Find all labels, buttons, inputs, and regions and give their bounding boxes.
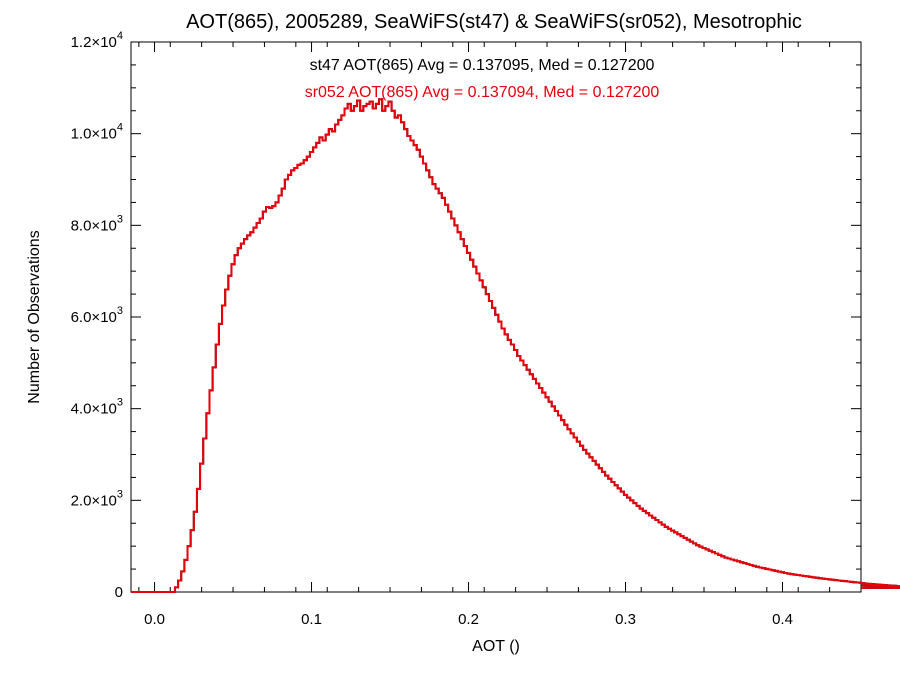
plot-frame bbox=[130, 41, 862, 593]
chart-title: AOT(865), 2005289, SeaWiFS(st47) & SeaWi… bbox=[186, 11, 802, 33]
series-st47-line bbox=[131, 98, 900, 593]
y-tick-mantissa: 0 bbox=[115, 584, 123, 601]
x-tick-label: 0.1 bbox=[301, 611, 322, 628]
y-tick-mantissa: 2.0×10 bbox=[71, 492, 117, 509]
annotation-st47: st47 AOT(865) Avg = 0.137095, Med = 0.12… bbox=[310, 57, 655, 74]
y-tick-exponent: 3 bbox=[117, 488, 123, 500]
y-tick-exponent: 4 bbox=[117, 122, 123, 134]
x-tick-label: 0.0 bbox=[144, 611, 165, 628]
y-axis-ticks: 02.0×1034.0×1036.0×1038.0×1031.0×1041.2×… bbox=[71, 30, 861, 601]
series-sr052-line bbox=[131, 98, 900, 593]
y-tick-exponent: 3 bbox=[117, 305, 123, 317]
y-tick-label: 0 bbox=[115, 584, 123, 601]
y-tick-mantissa: 1.2×10 bbox=[71, 34, 117, 51]
y-tick-label: 6.0×103 bbox=[71, 305, 123, 326]
x-tick-label: 0.3 bbox=[615, 611, 636, 628]
x-axis-ticks: 0.0 0.1 0.2 0.3 0.4 bbox=[138, 42, 862, 628]
y-tick-label: 1.2×104 bbox=[71, 30, 123, 51]
y-tick-exponent: 3 bbox=[117, 213, 123, 225]
y-tick-label: 1.0×104 bbox=[71, 122, 123, 143]
y-tick-label: 8.0×103 bbox=[71, 213, 123, 234]
y-tick-mantissa: 1.0×10 bbox=[71, 126, 117, 143]
y-axis-label: Number of Observations bbox=[26, 230, 43, 403]
y-tick-mantissa: 6.0×10 bbox=[71, 309, 117, 326]
annotation-sr052: sr052 AOT(865) Avg = 0.137094, Med = 0.1… bbox=[305, 84, 660, 101]
x-tick-label: 0.4 bbox=[772, 611, 793, 628]
x-axis-label: AOT () bbox=[472, 638, 520, 655]
y-tick-exponent: 3 bbox=[117, 397, 123, 409]
series-layer bbox=[131, 98, 900, 593]
y-tick-mantissa: 4.0×10 bbox=[71, 401, 117, 418]
x-tick-label: 0.2 bbox=[458, 611, 479, 628]
y-tick-exponent: 4 bbox=[117, 30, 123, 42]
y-tick-label: 4.0×103 bbox=[71, 397, 123, 418]
y-tick-mantissa: 8.0×10 bbox=[71, 217, 117, 234]
y-tick-label: 2.0×103 bbox=[71, 488, 123, 509]
